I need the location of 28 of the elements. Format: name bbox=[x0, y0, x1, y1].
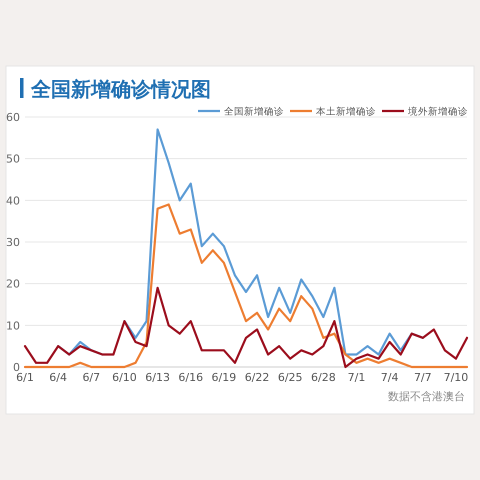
x-tick-label: 6/25 bbox=[278, 371, 303, 384]
y-tick-label: 30 bbox=[6, 236, 20, 249]
x-tick-label: 7/1 bbox=[348, 371, 366, 384]
legend-label: 全国新增确诊 bbox=[224, 106, 284, 118]
x-tick-label: 7/10 bbox=[444, 371, 468, 384]
x-tick-label: 6/13 bbox=[145, 371, 170, 384]
legend-label: 本土新增确诊 bbox=[316, 106, 376, 118]
x-tick-label: 7/7 bbox=[414, 371, 432, 384]
x-tick-label: 6/10 bbox=[112, 371, 137, 384]
text: 数据不含港澳台 bbox=[388, 390, 465, 403]
line-series bbox=[24, 203, 468, 368]
x-tick-label: 6/28 bbox=[311, 371, 336, 384]
y-tick-label: 20 bbox=[6, 278, 20, 291]
x-tick-label: 6/19 bbox=[212, 371, 236, 384]
x-tick-label: 6/22 bbox=[244, 371, 270, 384]
x-tick-label: 6/16 bbox=[178, 371, 204, 384]
x-tick-label: 6/1 bbox=[16, 371, 34, 384]
x-tick-label: 6/4 bbox=[49, 371, 68, 384]
y-tick-label: 10 bbox=[6, 319, 20, 332]
y-tick-label: 60 bbox=[6, 111, 20, 124]
y-tick-label: 50 bbox=[6, 152, 20, 166]
x-tick-label: 6/7 bbox=[82, 371, 100, 384]
y-tick-label: 40 bbox=[6, 194, 20, 208]
chart-title: 全国新增确诊情况图 bbox=[30, 77, 211, 101]
x-tick-label: 7/4 bbox=[380, 371, 399, 384]
line-series bbox=[24, 286, 468, 368]
y-tick-label: 0 bbox=[13, 361, 20, 374]
legend-label: 境外新增确诊 bbox=[407, 106, 468, 118]
